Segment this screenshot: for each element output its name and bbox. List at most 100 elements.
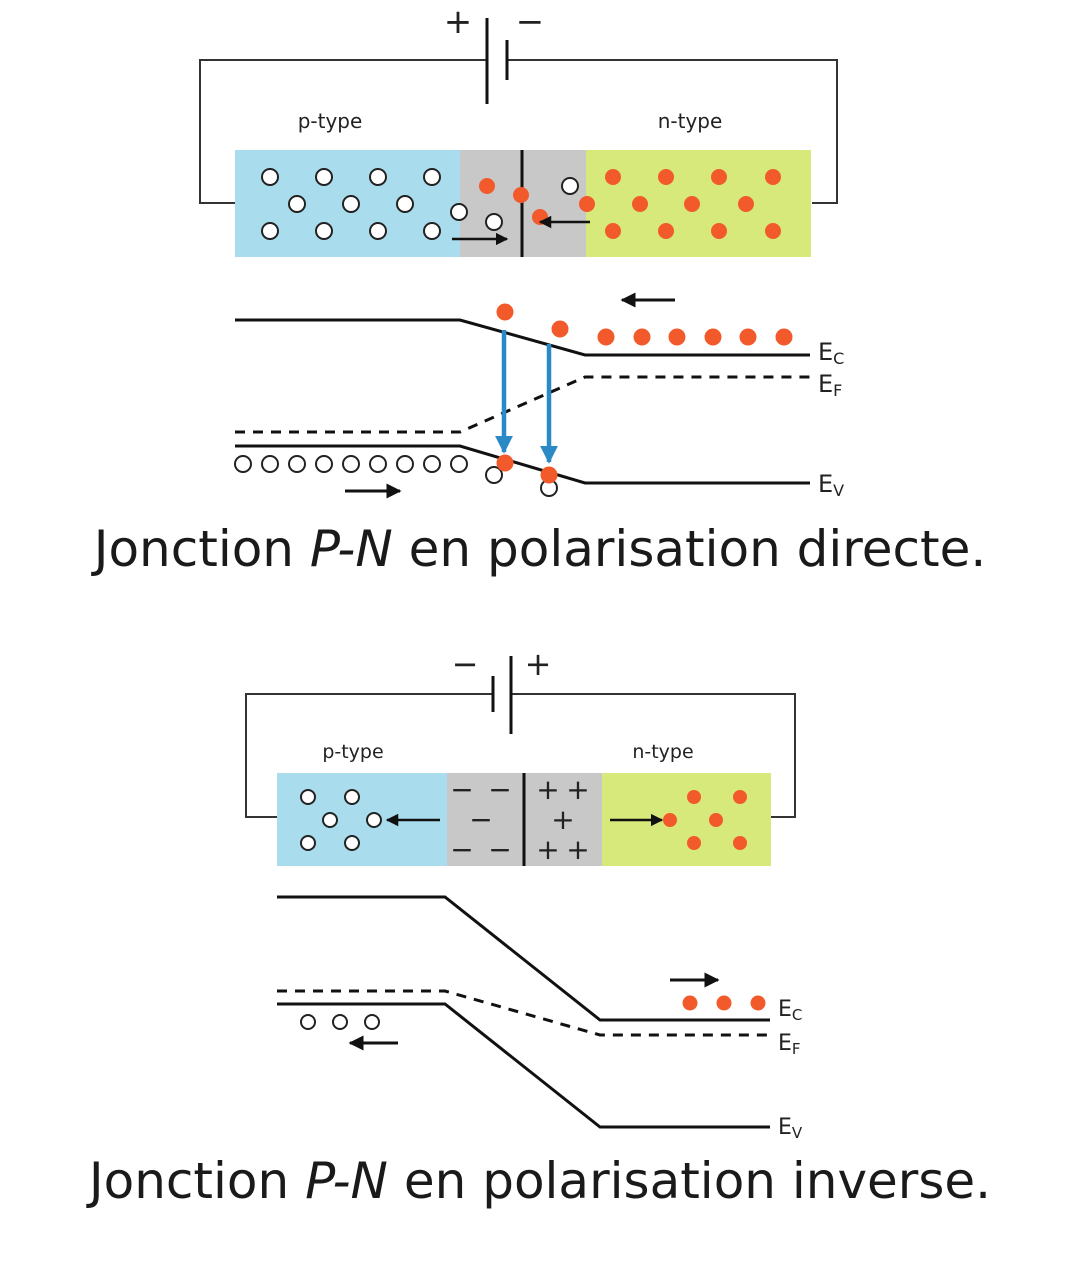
hole (485, 213, 503, 231)
forward-ev-label: EV (818, 470, 844, 500)
reverse-bias-diagram: − + p-type n-type − −−− − + +++ + EC EF (245, 645, 803, 1142)
forward-ef-label: EF (818, 370, 842, 400)
forward-conduction-band (235, 318, 810, 357)
electron (479, 178, 495, 194)
electron (605, 223, 621, 239)
forward-ec-label: EC (818, 338, 844, 368)
hole (288, 195, 306, 213)
positive-ion: + (551, 803, 574, 836)
electron (496, 454, 514, 472)
reverse-caption-text: Jonction (88, 1152, 306, 1210)
positive-ion: + (536, 773, 559, 806)
electron (632, 196, 648, 212)
electron (716, 995, 732, 1011)
electron (513, 187, 529, 203)
reverse-ef-label: EF (778, 1031, 801, 1058)
electron (687, 790, 701, 804)
electron (668, 328, 686, 346)
hole (332, 1014, 348, 1030)
hole (322, 812, 338, 828)
electron (579, 196, 595, 212)
reverse-valence-band (277, 1002, 770, 1129)
negative-ion: − (450, 773, 473, 806)
electron (704, 328, 722, 346)
hole (396, 195, 414, 213)
forward-electrons-group (479, 169, 781, 239)
hole (261, 168, 279, 186)
hole (261, 455, 279, 473)
electron (750, 995, 766, 1011)
hole (369, 455, 387, 473)
hole (344, 789, 360, 805)
forward-valence-band (235, 444, 810, 485)
reverse-n-type-label: n-type (632, 741, 693, 763)
hole (369, 222, 387, 240)
reverse-bias-caption: Jonction P-N en polarisation inverse. (0, 1152, 1080, 1210)
negative-ion: − (450, 833, 473, 866)
hole (261, 222, 279, 240)
hole (234, 455, 252, 473)
electron (551, 320, 569, 338)
negative-ion: − (488, 773, 511, 806)
forward-battery-minus-sign: − (516, 2, 545, 42)
hole (423, 455, 441, 473)
electron (633, 328, 651, 346)
electron (765, 223, 781, 239)
hole (315, 168, 333, 186)
negative-ion: − (469, 803, 492, 836)
hole (288, 455, 306, 473)
electron (496, 303, 514, 321)
reverse-battery-minus-sign: − (452, 645, 479, 683)
reverse-negative-ions-group: − −−− − (450, 773, 511, 866)
electron (765, 169, 781, 185)
forward-circuit (199, 59, 838, 204)
electron (684, 196, 700, 212)
hole (450, 455, 468, 473)
electron (711, 223, 727, 239)
electron (711, 169, 727, 185)
electron (687, 836, 701, 850)
hole (342, 195, 360, 213)
forward-caption-emphasis: P-N (309, 520, 393, 578)
electron (605, 169, 621, 185)
hole (423, 168, 441, 186)
electron (775, 328, 793, 346)
forward-caption-text-end: en polarisation directe. (392, 520, 987, 578)
electron (597, 328, 615, 346)
forward-band-electrons-group (496, 303, 793, 484)
forward-p-type-label: p-type (298, 109, 363, 133)
electron (738, 196, 754, 212)
forward-battery: + − (444, 2, 545, 104)
hole (300, 835, 316, 851)
forward-n-type-label: n-type (658, 109, 723, 133)
electron (733, 790, 747, 804)
positive-ion: + (566, 773, 589, 806)
hole (344, 835, 360, 851)
electron (739, 328, 757, 346)
reverse-ec-label: EC (778, 997, 802, 1024)
hole (300, 789, 316, 805)
reverse-circuit (245, 693, 796, 818)
electron (658, 169, 674, 185)
forward-band-holes-group (234, 455, 558, 497)
reverse-caption-text-end: en polarisation inverse. (387, 1152, 992, 1210)
reverse-positive-ions-group: + +++ + (536, 773, 589, 866)
forward-caption-text: Jonction (93, 520, 310, 578)
reverse-band-holes-group (300, 1014, 380, 1030)
hole (423, 222, 441, 240)
forward-bias-caption: Jonction P-N en polarisation directe. (0, 520, 1080, 578)
forward-bias-diagram: + − p-type n-type EC EF (199, 2, 844, 500)
hole (315, 222, 333, 240)
hole (450, 203, 468, 221)
hole (342, 455, 360, 473)
hole (485, 466, 503, 484)
hole (369, 168, 387, 186)
positive-ion: + (536, 833, 559, 866)
positive-ion: + (566, 833, 589, 866)
reverse-ev-label: EV (778, 1115, 803, 1142)
reverse-caption-emphasis: P-N (305, 1152, 388, 1210)
electron (663, 813, 677, 827)
hole (366, 812, 382, 828)
reverse-holes-group (300, 789, 382, 851)
